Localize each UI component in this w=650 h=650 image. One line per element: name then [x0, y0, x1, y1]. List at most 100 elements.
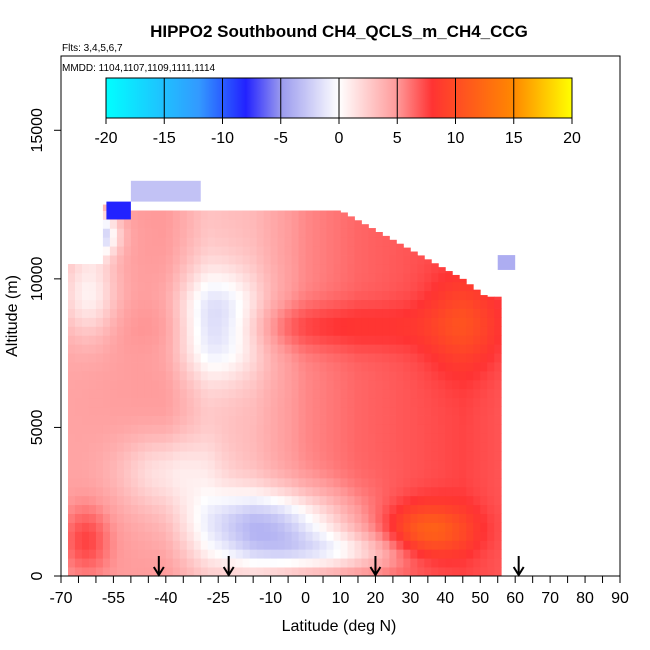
heatmap-cell	[375, 370, 383, 381]
x-tick-label: -25	[207, 590, 230, 607]
heatmap-cell	[452, 290, 460, 301]
heatmap-cell	[361, 397, 369, 408]
heatmap-cell	[242, 567, 251, 577]
heatmap-cell	[340, 228, 348, 238]
heatmap-cell	[382, 424, 390, 434]
heatmap-cell	[102, 558, 111, 568]
heatmap-cell	[165, 326, 174, 336]
heatmap-cell	[242, 531, 251, 541]
heatmap-cell	[137, 344, 146, 354]
heatmap-cell	[221, 451, 230, 461]
heatmap-cell	[235, 486, 244, 497]
heatmap-cell	[263, 326, 272, 336]
heatmap-cell	[284, 415, 292, 425]
heatmap-cell	[263, 495, 272, 506]
heatmap-cell	[298, 558, 306, 568]
heatmap-cell	[263, 477, 272, 488]
heatmap-cell	[137, 335, 146, 345]
heatmap-cell	[158, 228, 167, 238]
heatmap-cell	[284, 281, 292, 292]
heatmap-cell	[319, 237, 327, 247]
heatmap-cell	[193, 362, 202, 372]
heatmap-cell	[151, 567, 160, 577]
heatmap-cell	[298, 353, 306, 363]
heatmap-cell	[480, 531, 488, 541]
arrow-marker	[152, 556, 165, 577]
heatmap-cell	[144, 397, 153, 408]
heatmap-cell	[88, 299, 97, 309]
heatmap-cell	[326, 335, 334, 345]
heatmap-cell	[256, 255, 265, 265]
heatmap-cell	[319, 477, 327, 488]
heatmap-cell	[326, 495, 334, 506]
heatmap-cell	[137, 531, 146, 541]
heatmap-cell	[151, 370, 160, 381]
heatmap-cell	[242, 228, 251, 238]
heatmap-cell	[165, 335, 174, 345]
heatmap-cell	[214, 549, 223, 559]
heatmap-cell	[221, 370, 230, 381]
heatmap-cell	[228, 549, 237, 559]
heatmap-cell	[263, 255, 272, 265]
heatmap-cell	[291, 406, 299, 416]
heatmap-cell	[494, 379, 502, 390]
heatmap-cell	[242, 469, 251, 479]
heatmap-cell	[312, 228, 320, 238]
heatmap-cell	[340, 290, 348, 301]
heatmap-cell	[277, 522, 285, 532]
heatmap-cell	[417, 281, 425, 292]
heatmap-cell	[459, 549, 467, 559]
heatmap-cell	[326, 219, 334, 229]
heatmap-cell	[438, 486, 446, 497]
heatmap-cell	[473, 397, 481, 408]
heatmap-cell	[487, 296, 495, 301]
heatmap-cell	[214, 540, 223, 550]
heatmap-cell	[291, 540, 299, 550]
heatmap-cell	[389, 290, 397, 301]
heatmap-cell	[81, 388, 90, 399]
heatmap-cell	[340, 433, 348, 443]
heatmap-cell	[242, 246, 251, 256]
heatmap-cell	[270, 326, 279, 336]
heatmap-cell	[207, 540, 216, 550]
heatmap-cell	[242, 308, 251, 318]
heatmap-cell	[263, 451, 272, 461]
heatmap-cell	[319, 335, 327, 345]
heatmap-cell	[438, 317, 446, 327]
heatmap-cell	[228, 451, 237, 461]
heatmap-cell	[277, 415, 285, 425]
heatmap-cell	[270, 513, 279, 523]
heatmap-cell	[270, 246, 279, 256]
heatmap-cell	[368, 424, 376, 434]
heatmap-cell	[88, 308, 97, 318]
heatmap-cell	[200, 237, 209, 247]
heatmap-cell	[431, 424, 439, 434]
heatmap-cell	[445, 540, 453, 550]
heatmap-cell	[102, 495, 111, 506]
heatmap-cell	[179, 451, 188, 461]
heatmap-cell	[207, 567, 216, 577]
heatmap-cell	[396, 406, 404, 416]
heatmap-cell	[123, 486, 132, 497]
heatmap-cell	[221, 388, 230, 399]
heatmap-cell	[487, 469, 495, 479]
heatmap-cell	[438, 335, 446, 345]
heatmap-cell	[396, 460, 404, 470]
heatmap-cell	[340, 531, 348, 541]
heatmap-cell	[312, 415, 320, 425]
heatmap-cell	[81, 344, 90, 354]
heatmap-cell	[67, 477, 76, 488]
heatmap-cell	[221, 397, 230, 408]
heatmap-cell	[207, 353, 216, 363]
heatmap-cell	[396, 513, 404, 523]
heatmap-cell	[305, 228, 313, 238]
heatmap-cell	[396, 567, 404, 577]
heatmap-cell	[179, 460, 188, 470]
heatmap-cell	[354, 477, 362, 488]
heatmap-cell	[109, 299, 118, 309]
heatmap-cell	[340, 451, 348, 461]
heatmap-cell	[172, 335, 181, 345]
heatmap-cell	[354, 228, 362, 238]
heatmap-cell	[116, 486, 125, 497]
heatmap-cell	[445, 415, 453, 425]
